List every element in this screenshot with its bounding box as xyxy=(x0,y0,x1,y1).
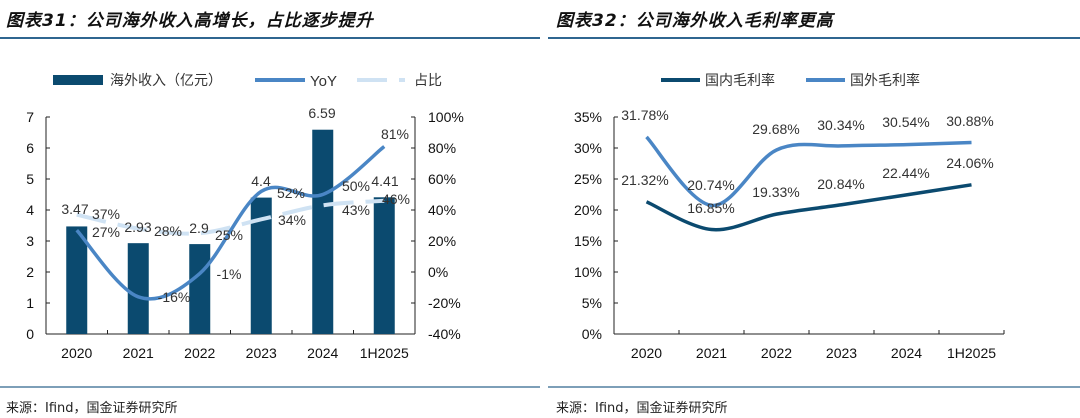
line-domestic-margin xyxy=(645,183,972,232)
x-tick-label: 2022 xyxy=(184,345,215,361)
foreign-data-label: 20.74% xyxy=(687,177,734,193)
left-chart-title: 图表31：公司海外收入高增长，占比逐步提升 xyxy=(6,11,374,31)
x-tick-label: 2022 xyxy=(761,345,792,361)
x-tick-label: 1H2025 xyxy=(360,345,409,361)
x-tick-label: 2021 xyxy=(123,345,154,361)
y-left-tick-label: 3 xyxy=(26,233,34,249)
line-yoy xyxy=(75,145,386,301)
y-right-tick-label: 0% xyxy=(428,264,448,280)
bar-overseas-revenue xyxy=(373,197,395,334)
share-data-label: 37% xyxy=(92,206,120,222)
domestic-data-label: 21.32% xyxy=(621,172,668,188)
line-share xyxy=(76,198,385,236)
y-tick-label: 5% xyxy=(582,295,602,311)
x-tick-label: 1H2025 xyxy=(947,345,996,361)
foreign-data-label: 29.68% xyxy=(752,121,799,137)
y-left-tick-label: 5 xyxy=(26,171,34,187)
bar-overseas-revenue xyxy=(189,244,211,334)
left-bottom-rule xyxy=(0,386,540,388)
right-chart-title: 图表32：公司海外收入毛利率更高 xyxy=(556,11,834,31)
foreign-data-label: 30.88% xyxy=(946,113,993,129)
domestic-data-label: 24.06% xyxy=(946,155,993,171)
y-tick-label: 15% xyxy=(574,233,602,249)
bar-overseas-revenue xyxy=(312,129,334,334)
y-right-tick-label: 80% xyxy=(428,140,456,156)
y-right-tick-label: -40% xyxy=(428,326,461,342)
left-title-rule xyxy=(0,37,540,39)
legend-bar-swatch xyxy=(53,75,103,85)
y-left-tick-label: 1 xyxy=(26,295,34,311)
y-tick-label: 25% xyxy=(574,171,602,187)
bar-overseas-revenue xyxy=(66,226,88,334)
share-data-label: 28% xyxy=(154,223,182,239)
share-data-label: 34% xyxy=(278,212,306,228)
legend-bar-label: 海外收入（亿元） xyxy=(110,72,222,88)
x-tick-label: 2020 xyxy=(631,345,662,361)
y-tick-label: 35% xyxy=(574,109,602,125)
bar-overseas-revenue xyxy=(127,243,149,334)
yoy-data-label: 50% xyxy=(342,178,370,194)
foreign-data-label: 31.78% xyxy=(621,107,668,123)
right-source: 来源：Ifind，国金证券研究所 xyxy=(556,401,728,416)
y-tick-label: 20% xyxy=(574,202,602,218)
share-data-label: 43% xyxy=(342,202,370,218)
bar-overseas-revenue xyxy=(250,197,272,334)
yoy-data-label: 52% xyxy=(277,185,305,201)
bar-data-label: 3.47 xyxy=(61,201,88,217)
legend-domestic-label: 国内毛利率 xyxy=(705,72,775,88)
y-tick-label: 30% xyxy=(574,140,602,156)
right-bottom-rule xyxy=(548,386,1080,388)
x-tick-label: 2024 xyxy=(891,345,922,361)
share-data-label: 25% xyxy=(215,227,243,243)
y-left-tick-label: 4 xyxy=(26,202,34,218)
legend-share-label: 占比 xyxy=(414,72,442,88)
y-right-tick-label: 100% xyxy=(428,109,464,125)
bar-data-label: 2.9 xyxy=(189,220,209,236)
y-left-tick-label: 7 xyxy=(26,109,34,125)
yoy-data-label: 81% xyxy=(381,126,409,142)
domestic-data-label: 22.44% xyxy=(882,165,929,181)
yoy-data-label: 27% xyxy=(92,224,120,240)
y-tick-label: 10% xyxy=(574,264,602,280)
bar-data-label: 4.4 xyxy=(251,173,271,189)
domestic-data-label: 19.33% xyxy=(752,184,799,200)
line-foreign-margin xyxy=(645,135,972,208)
y-left-tick-label: 6 xyxy=(26,140,34,156)
yoy-data-label: -1% xyxy=(217,266,242,282)
domestic-data-label: 16.85% xyxy=(687,200,734,216)
legend-yoy-label: YoY xyxy=(310,73,337,90)
x-tick-label: 2023 xyxy=(246,345,277,361)
foreign-data-label: 30.34% xyxy=(817,117,864,133)
legend-foreign-label: 国外毛利率 xyxy=(850,72,920,88)
foreign-data-label: 30.54% xyxy=(882,114,929,130)
x-tick-label: 2024 xyxy=(307,345,338,361)
y-tick-label: 0% xyxy=(582,326,602,342)
domestic-data-label: 20.84% xyxy=(817,176,864,192)
bar-data-label: 2.93 xyxy=(124,219,151,235)
right-title-rule xyxy=(548,37,1080,39)
x-tick-label: 2020 xyxy=(61,345,92,361)
y-right-tick-label: 40% xyxy=(428,202,456,218)
y-right-tick-label: -20% xyxy=(428,295,461,311)
x-tick-label: 2021 xyxy=(696,345,727,361)
x-tick-label: 2023 xyxy=(826,345,857,361)
share-data-label: 46% xyxy=(382,191,410,207)
bar-data-label: 6.59 xyxy=(308,105,335,121)
bar-data-label: 4.41 xyxy=(371,173,398,189)
y-left-tick-label: 0 xyxy=(26,326,34,342)
y-right-tick-label: 20% xyxy=(428,233,456,249)
y-left-tick-label: 2 xyxy=(26,264,34,280)
left-source: 来源：Ifind，国金证券研究所 xyxy=(6,401,178,416)
yoy-data-label: -16% xyxy=(158,289,191,305)
y-right-tick-label: 60% xyxy=(428,171,456,187)
